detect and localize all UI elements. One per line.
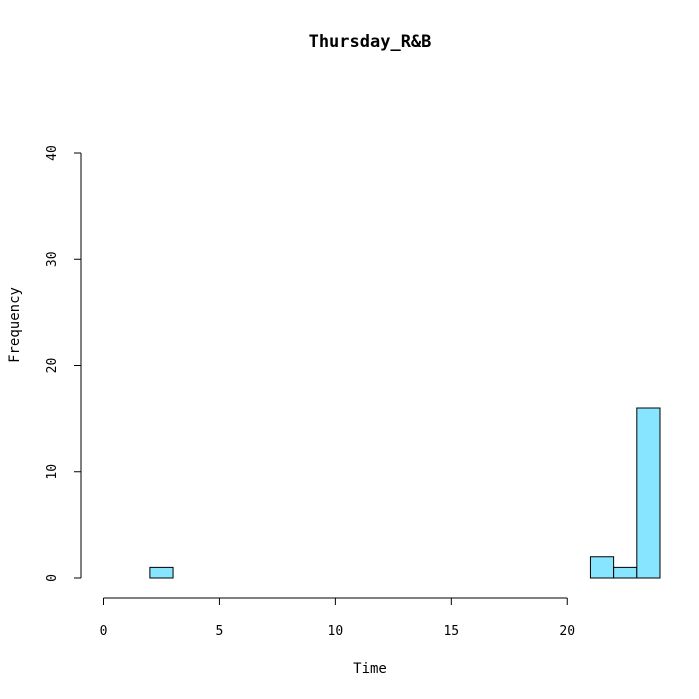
x-tick-label: 10 <box>328 624 344 639</box>
x-axis-label: Time <box>353 661 387 677</box>
y-tick-label: 30 <box>45 251 60 267</box>
y-tick-label: 20 <box>45 358 60 374</box>
bars-group <box>149 407 661 579</box>
y-axis: 0 10 20 30 40 <box>45 145 82 582</box>
chart-title: Thursday_R&B <box>309 32 432 52</box>
histogram-bar <box>636 407 661 579</box>
histogram-bar <box>149 566 174 579</box>
x-tick-label: 20 <box>559 624 575 639</box>
x-tick-label: 15 <box>443 624 459 639</box>
y-tick-label: 10 <box>45 464 60 480</box>
histogram-bar <box>589 556 615 579</box>
y-axis-label: Frequency <box>7 287 23 363</box>
histogram-bar <box>613 566 638 579</box>
x-tick-label: 0 <box>100 624 108 639</box>
y-tick-label: 40 <box>45 145 60 161</box>
x-axis: 0 5 10 15 20 <box>100 597 575 639</box>
y-tick-label: 0 <box>45 574 60 582</box>
x-tick-label: 5 <box>216 624 224 639</box>
